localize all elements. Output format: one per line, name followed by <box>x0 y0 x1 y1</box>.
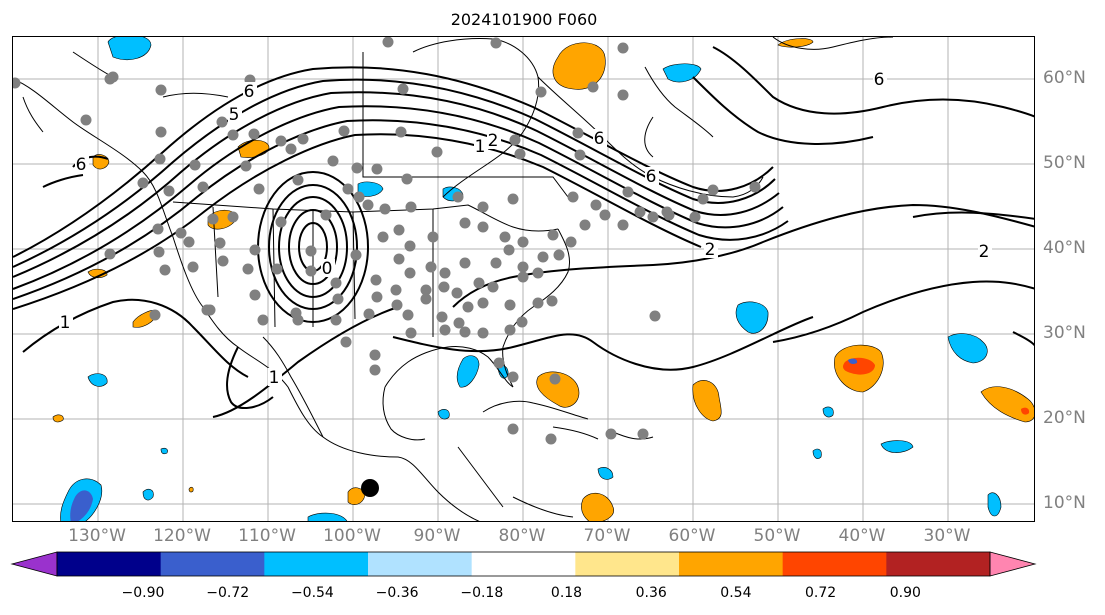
coastlines-and-borders <box>13 37 894 521</box>
contour-label: 6 <box>244 82 255 102</box>
colorbar-tick-label: −0.72 <box>206 585 250 601</box>
observation-stations <box>13 37 761 445</box>
contour-label: 1 <box>269 368 280 388</box>
latitude-label: 30°N <box>1043 323 1086 343</box>
colorbar-tick-label: 0.18 <box>550 585 583 601</box>
contour-label: 0 <box>322 259 333 279</box>
contour-label: 6 <box>594 129 605 149</box>
longitude-label: 50°W <box>753 526 801 546</box>
contour-label: 6 <box>874 70 885 90</box>
longitude-label: 130°W <box>68 526 126 546</box>
latitude-label: 50°N <box>1043 153 1086 173</box>
longitude-label: 110°W <box>238 526 296 546</box>
contour-label: 2 <box>979 242 990 262</box>
longitude-label: 60°W <box>668 526 716 546</box>
contour-label: 1 <box>475 137 486 157</box>
longitude-label: 70°W <box>583 526 631 546</box>
longitude-label: 100°W <box>323 526 381 546</box>
longitude-label: 40°W <box>838 526 886 546</box>
latitude-label: 10°N <box>1043 493 1086 513</box>
colorbar-tick-label: −0.54 <box>290 585 334 601</box>
contour-label: 2 <box>705 240 716 260</box>
contour-label: 2 <box>488 131 499 151</box>
colorbar-tick-label: −0.18 <box>460 585 504 601</box>
colorbar-tick-label: 0.90 <box>889 585 921 601</box>
contour-label: 6 <box>76 155 87 175</box>
latitude-label: 20°N <box>1043 408 1086 428</box>
negative-anomaly-areas <box>60 37 1002 521</box>
colorbar-tick-label: −0.90 <box>121 585 165 601</box>
contour-label: 1 <box>60 313 71 333</box>
longitude-label: 120°W <box>153 526 211 546</box>
colorbar <box>10 551 1037 577</box>
colorbar-tick-label: 0.36 <box>635 585 667 601</box>
longitude-label: 30°W <box>923 526 971 546</box>
colorbar-tick-label: 0.54 <box>720 585 752 601</box>
longitude-label: 90°W <box>413 526 461 546</box>
latitude-label: 60°N <box>1043 68 1086 88</box>
contour-label: 5 <box>229 105 240 125</box>
deep-negative-anomaly-areas <box>70 358 858 521</box>
colorbar-tick-label: 0.72 <box>805 585 837 601</box>
location-marker <box>361 479 379 497</box>
positive-anomaly-areas <box>52 38 1034 521</box>
map-title: 2024101900 F060 <box>450 10 598 29</box>
contour-label: 6 <box>646 167 657 187</box>
latitude-label: 40°N <box>1043 238 1086 258</box>
colorbar-tick-label: −0.36 <box>375 585 419 601</box>
longitude-label: 80°W <box>498 526 546 546</box>
